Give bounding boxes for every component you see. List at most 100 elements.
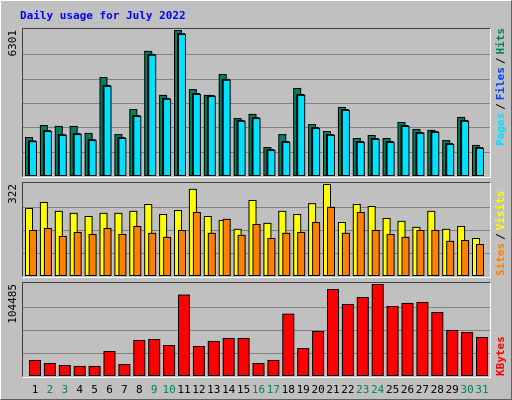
legend-entry: Sites bbox=[494, 243, 507, 276]
x-tick-label: 7 bbox=[121, 383, 128, 396]
bar bbox=[327, 289, 339, 377]
bar bbox=[237, 120, 246, 176]
x-tick-label: 28 bbox=[431, 383, 444, 396]
bar bbox=[118, 234, 127, 276]
bar bbox=[401, 302, 414, 376]
bar bbox=[267, 359, 280, 376]
legend-entry: Visits bbox=[494, 191, 507, 231]
bar bbox=[178, 294, 190, 377]
bar bbox=[222, 79, 231, 176]
bar bbox=[178, 33, 186, 176]
bar bbox=[163, 236, 172, 277]
y-tick-label: 104485 bbox=[6, 284, 19, 324]
bar bbox=[282, 232, 291, 277]
bar bbox=[29, 141, 37, 176]
x-tick-label: 18 bbox=[282, 383, 295, 396]
bar bbox=[386, 234, 395, 276]
legend: Sites / Visits bbox=[494, 191, 507, 277]
x-tick-label: 29 bbox=[446, 383, 459, 396]
bar bbox=[192, 93, 201, 176]
bar bbox=[416, 230, 425, 276]
bar bbox=[446, 329, 459, 376]
bar bbox=[476, 244, 484, 276]
x-tick-label: 9 bbox=[151, 383, 158, 396]
plot-border-dark bbox=[22, 28, 491, 177]
bar bbox=[356, 141, 365, 176]
x-tick-label: 10 bbox=[162, 383, 175, 396]
plot-border-light bbox=[22, 282, 491, 378]
bar bbox=[148, 339, 161, 376]
bar bbox=[416, 132, 425, 177]
x-tick-label: 1 bbox=[32, 383, 39, 396]
bar bbox=[207, 340, 220, 377]
plot-border-light bbox=[22, 28, 491, 178]
bar bbox=[267, 150, 276, 177]
y-tick-label: 322 bbox=[6, 184, 19, 204]
chart-title: Daily usage for July 2022 bbox=[20, 9, 186, 22]
bar bbox=[252, 362, 265, 377]
plot-border-dark bbox=[22, 182, 491, 277]
legend-separator: / bbox=[494, 233, 507, 240]
bar bbox=[29, 230, 37, 276]
bar bbox=[371, 138, 380, 176]
bar bbox=[282, 141, 291, 176]
legend-entry: KBytes bbox=[494, 336, 507, 376]
bar bbox=[446, 144, 455, 176]
bar bbox=[163, 98, 172, 176]
plot-border-light bbox=[22, 182, 491, 278]
bar bbox=[73, 365, 86, 376]
legend: KBytes bbox=[494, 336, 507, 376]
legend-entry: Hits bbox=[494, 28, 507, 55]
legend: Pages / Files / Hits bbox=[494, 28, 507, 146]
bar bbox=[73, 134, 82, 176]
bar bbox=[252, 224, 261, 276]
x-tick-label: 31 bbox=[475, 383, 488, 396]
bar bbox=[386, 305, 399, 376]
bar bbox=[371, 284, 384, 376]
y-tick-label: 6301 bbox=[6, 30, 19, 57]
x-tick-label: 23 bbox=[356, 383, 369, 396]
x-tick-label: 17 bbox=[267, 383, 280, 396]
bar bbox=[237, 234, 246, 277]
bar bbox=[386, 141, 395, 176]
bar bbox=[178, 230, 186, 276]
bar bbox=[431, 131, 440, 176]
bar bbox=[133, 339, 146, 377]
bar bbox=[148, 54, 157, 176]
x-tick-label: 25 bbox=[386, 383, 399, 396]
x-tick-label: 14 bbox=[222, 383, 236, 396]
bar bbox=[297, 232, 306, 276]
bar bbox=[43, 131, 52, 176]
x-tick-label: 15 bbox=[237, 383, 250, 396]
x-tick-label: 6 bbox=[106, 383, 113, 396]
bar bbox=[341, 232, 350, 277]
bar bbox=[431, 230, 440, 276]
bar bbox=[192, 345, 205, 377]
x-tick-label: 24 bbox=[371, 383, 385, 396]
bar bbox=[476, 147, 484, 176]
bar bbox=[133, 226, 142, 276]
x-tick-label: 3 bbox=[61, 383, 68, 396]
bar bbox=[461, 120, 470, 176]
x-tick-label: 20 bbox=[311, 383, 324, 396]
bar bbox=[73, 232, 82, 276]
x-tick-label: 21 bbox=[326, 383, 339, 396]
x-tick-label: 16 bbox=[252, 383, 265, 396]
x-tick-label: 13 bbox=[207, 383, 220, 396]
bar bbox=[416, 301, 429, 377]
bar bbox=[461, 240, 470, 276]
x-tick-label: 2 bbox=[47, 383, 54, 396]
bar bbox=[401, 236, 410, 277]
x-tick-label: 30 bbox=[460, 383, 473, 396]
bar bbox=[356, 212, 365, 276]
bar bbox=[297, 94, 306, 176]
bar bbox=[312, 128, 321, 176]
legend-entry: Files bbox=[494, 67, 507, 100]
bar bbox=[222, 337, 235, 376]
bar bbox=[312, 222, 321, 276]
bar bbox=[312, 331, 325, 376]
bar bbox=[58, 364, 71, 376]
bar bbox=[446, 240, 455, 277]
